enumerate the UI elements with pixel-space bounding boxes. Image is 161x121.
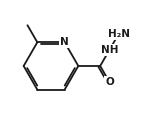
Text: N: N: [60, 37, 69, 47]
Text: O: O: [105, 77, 114, 87]
Text: NH: NH: [101, 45, 118, 55]
Text: H₂N: H₂N: [108, 29, 130, 39]
